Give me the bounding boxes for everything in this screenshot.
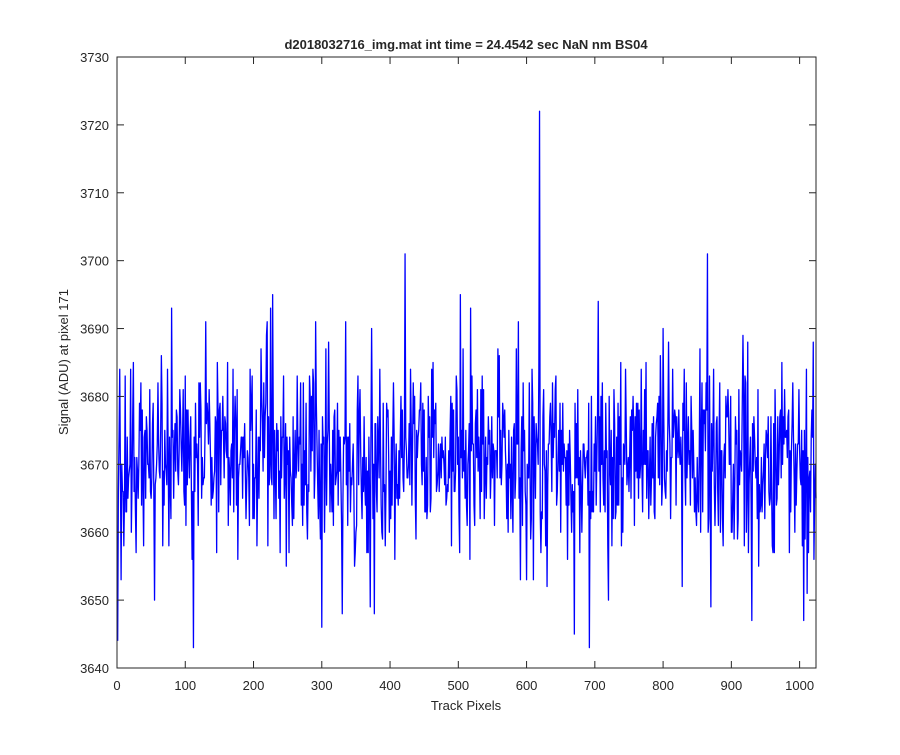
y-tick-label: 3700 [80,254,109,269]
series-layer [117,110,817,649]
y-tick-label: 3650 [80,593,109,608]
x-axis-label: Track Pixels [431,698,502,713]
y-tick-label: 3730 [80,50,109,65]
x-tick-label: 900 [721,678,743,693]
y-tick-label: 3670 [80,457,109,472]
y-tick-label: 3720 [80,118,109,133]
y-tick-label: 3640 [80,661,109,676]
x-tick-label: 500 [447,678,469,693]
y-tick-label: 3690 [80,322,109,337]
y-tick-label: 3660 [80,525,109,540]
x-tick-label: 400 [379,678,401,693]
x-tick-label: 700 [584,678,606,693]
x-axis: 0 100 200 300 400 500 600 700 800 900 1000 [113,57,814,693]
y-tick-label: 3710 [80,186,109,201]
y-axis: 3640 3650 3660 3670 3680 3690 3700 3710 3720 3730 [80,50,816,676]
plot-frame [116,56,817,669]
x-tick-label: 600 [516,678,538,693]
y-tick-label: 3680 [80,389,109,404]
x-tick-label: 100 [174,678,196,693]
x-tick-label: 1000 [785,678,814,693]
x-tick-label: 200 [243,678,265,693]
x-tick-label: 800 [652,678,674,693]
chart-title: d2018032716_img.mat int time = 24.4542 s… [284,37,648,52]
x-tick-label: 300 [311,678,333,693]
y-axis-label: Signal (ADU) at pixel 171 [56,289,71,435]
series-line [117,110,817,649]
x-tick-label: 0 [113,678,120,693]
